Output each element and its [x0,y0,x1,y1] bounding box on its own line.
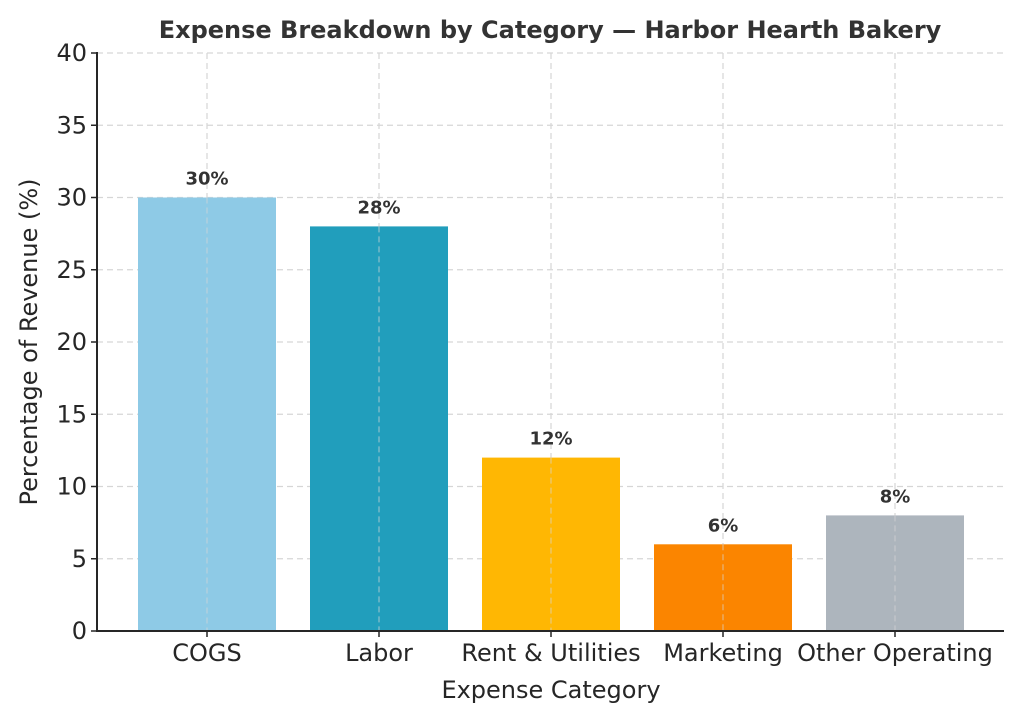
y-axis-ticks: 0 5 10 15 20 25 30 35 40 [56,39,97,645]
y-tick-label: 20 [56,328,87,356]
y-tick-label: 40 [56,39,87,67]
y-tick-label: 35 [56,111,87,139]
y-tick-label: 0 [72,617,87,645]
x-tick-label: Rent & Utilities [461,639,640,667]
chart-title: Expense Breakdown by Category — Harbor H… [159,16,942,44]
bar-value-label: 6% [708,515,739,536]
x-tick-label: Other Operating [797,639,993,667]
x-tick-label: Marketing [663,639,783,667]
y-tick-label: 25 [56,256,87,284]
x-tick-label: Labor [345,639,413,667]
bar-other-operating [826,515,964,631]
bar-value-label: 30% [185,169,228,190]
x-axis-ticks: COGS Labor Rent & Utilities Marketing Other … [172,631,993,667]
bar-value-label: 12% [529,429,572,450]
bar-value-label: 28% [357,197,400,218]
y-tick-label: 5 [72,545,87,573]
bar-value-label: 8% [880,486,911,507]
bars: 30% 28% 12% 6% 8% [138,169,964,631]
x-tick-label: COGS [172,639,241,667]
y-tick-label: 10 [56,473,87,501]
y-tick-label: 15 [56,400,87,428]
bar-rent-utilities [482,457,620,631]
y-axis-title: Percentage of Revenue (%) [15,178,43,505]
y-tick-label: 30 [56,184,87,212]
x-axis-title: Expense Category [441,676,660,704]
